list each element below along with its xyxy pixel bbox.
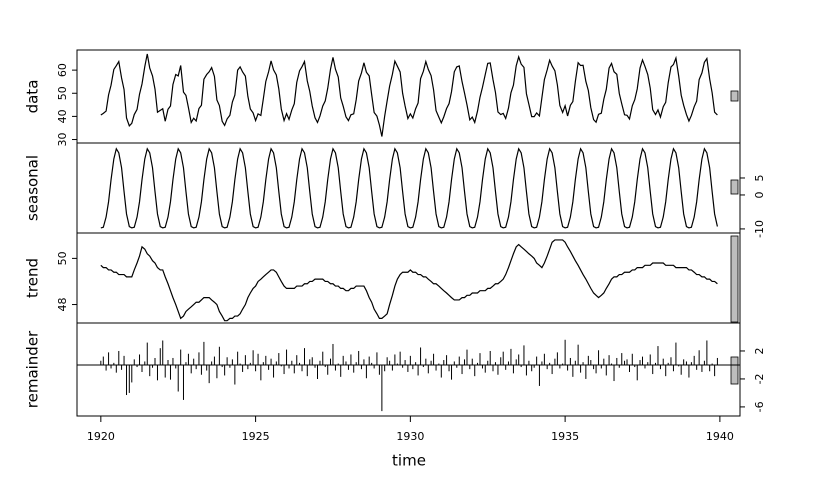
range-bar — [730, 356, 739, 385]
y-axis-label: data — [24, 80, 42, 114]
y-tick-label: 50 — [56, 251, 69, 265]
y-tick-label: 48 — [56, 298, 69, 312]
range-bars — [730, 90, 739, 385]
range-bar — [730, 235, 739, 323]
x-tick-label: 1940 — [706, 430, 734, 443]
x-tick-label: 1925 — [242, 430, 270, 443]
y-axis-label: remainder — [24, 330, 42, 408]
x-axis-label: time — [392, 452, 426, 470]
y-tick-label: 0 — [753, 191, 766, 198]
y-tick-label: 5 — [753, 174, 766, 181]
y-tick-label: 40 — [56, 109, 69, 123]
range-bar — [730, 90, 739, 102]
x-tick-label: 1930 — [396, 430, 424, 443]
y-axis-label: trend — [24, 258, 42, 298]
y-tick-label: 2 — [753, 347, 766, 354]
y-tick-label: 50 — [56, 86, 69, 100]
y-tick-label: -2 — [753, 373, 766, 384]
y-axis-label: seasonal — [24, 155, 42, 221]
y-tick-label: 60 — [56, 63, 69, 77]
x-tick-label: 1935 — [551, 430, 579, 443]
series-line — [100, 147, 718, 229]
y-tick-label: -10 — [753, 220, 766, 238]
series-line — [100, 239, 718, 322]
series-line — [100, 53, 718, 137]
x-tick-label: 1920 — [87, 430, 115, 443]
range-bar — [730, 179, 739, 195]
y-tick-label: -6 — [753, 401, 766, 412]
y-tick-label: 30 — [56, 133, 69, 147]
